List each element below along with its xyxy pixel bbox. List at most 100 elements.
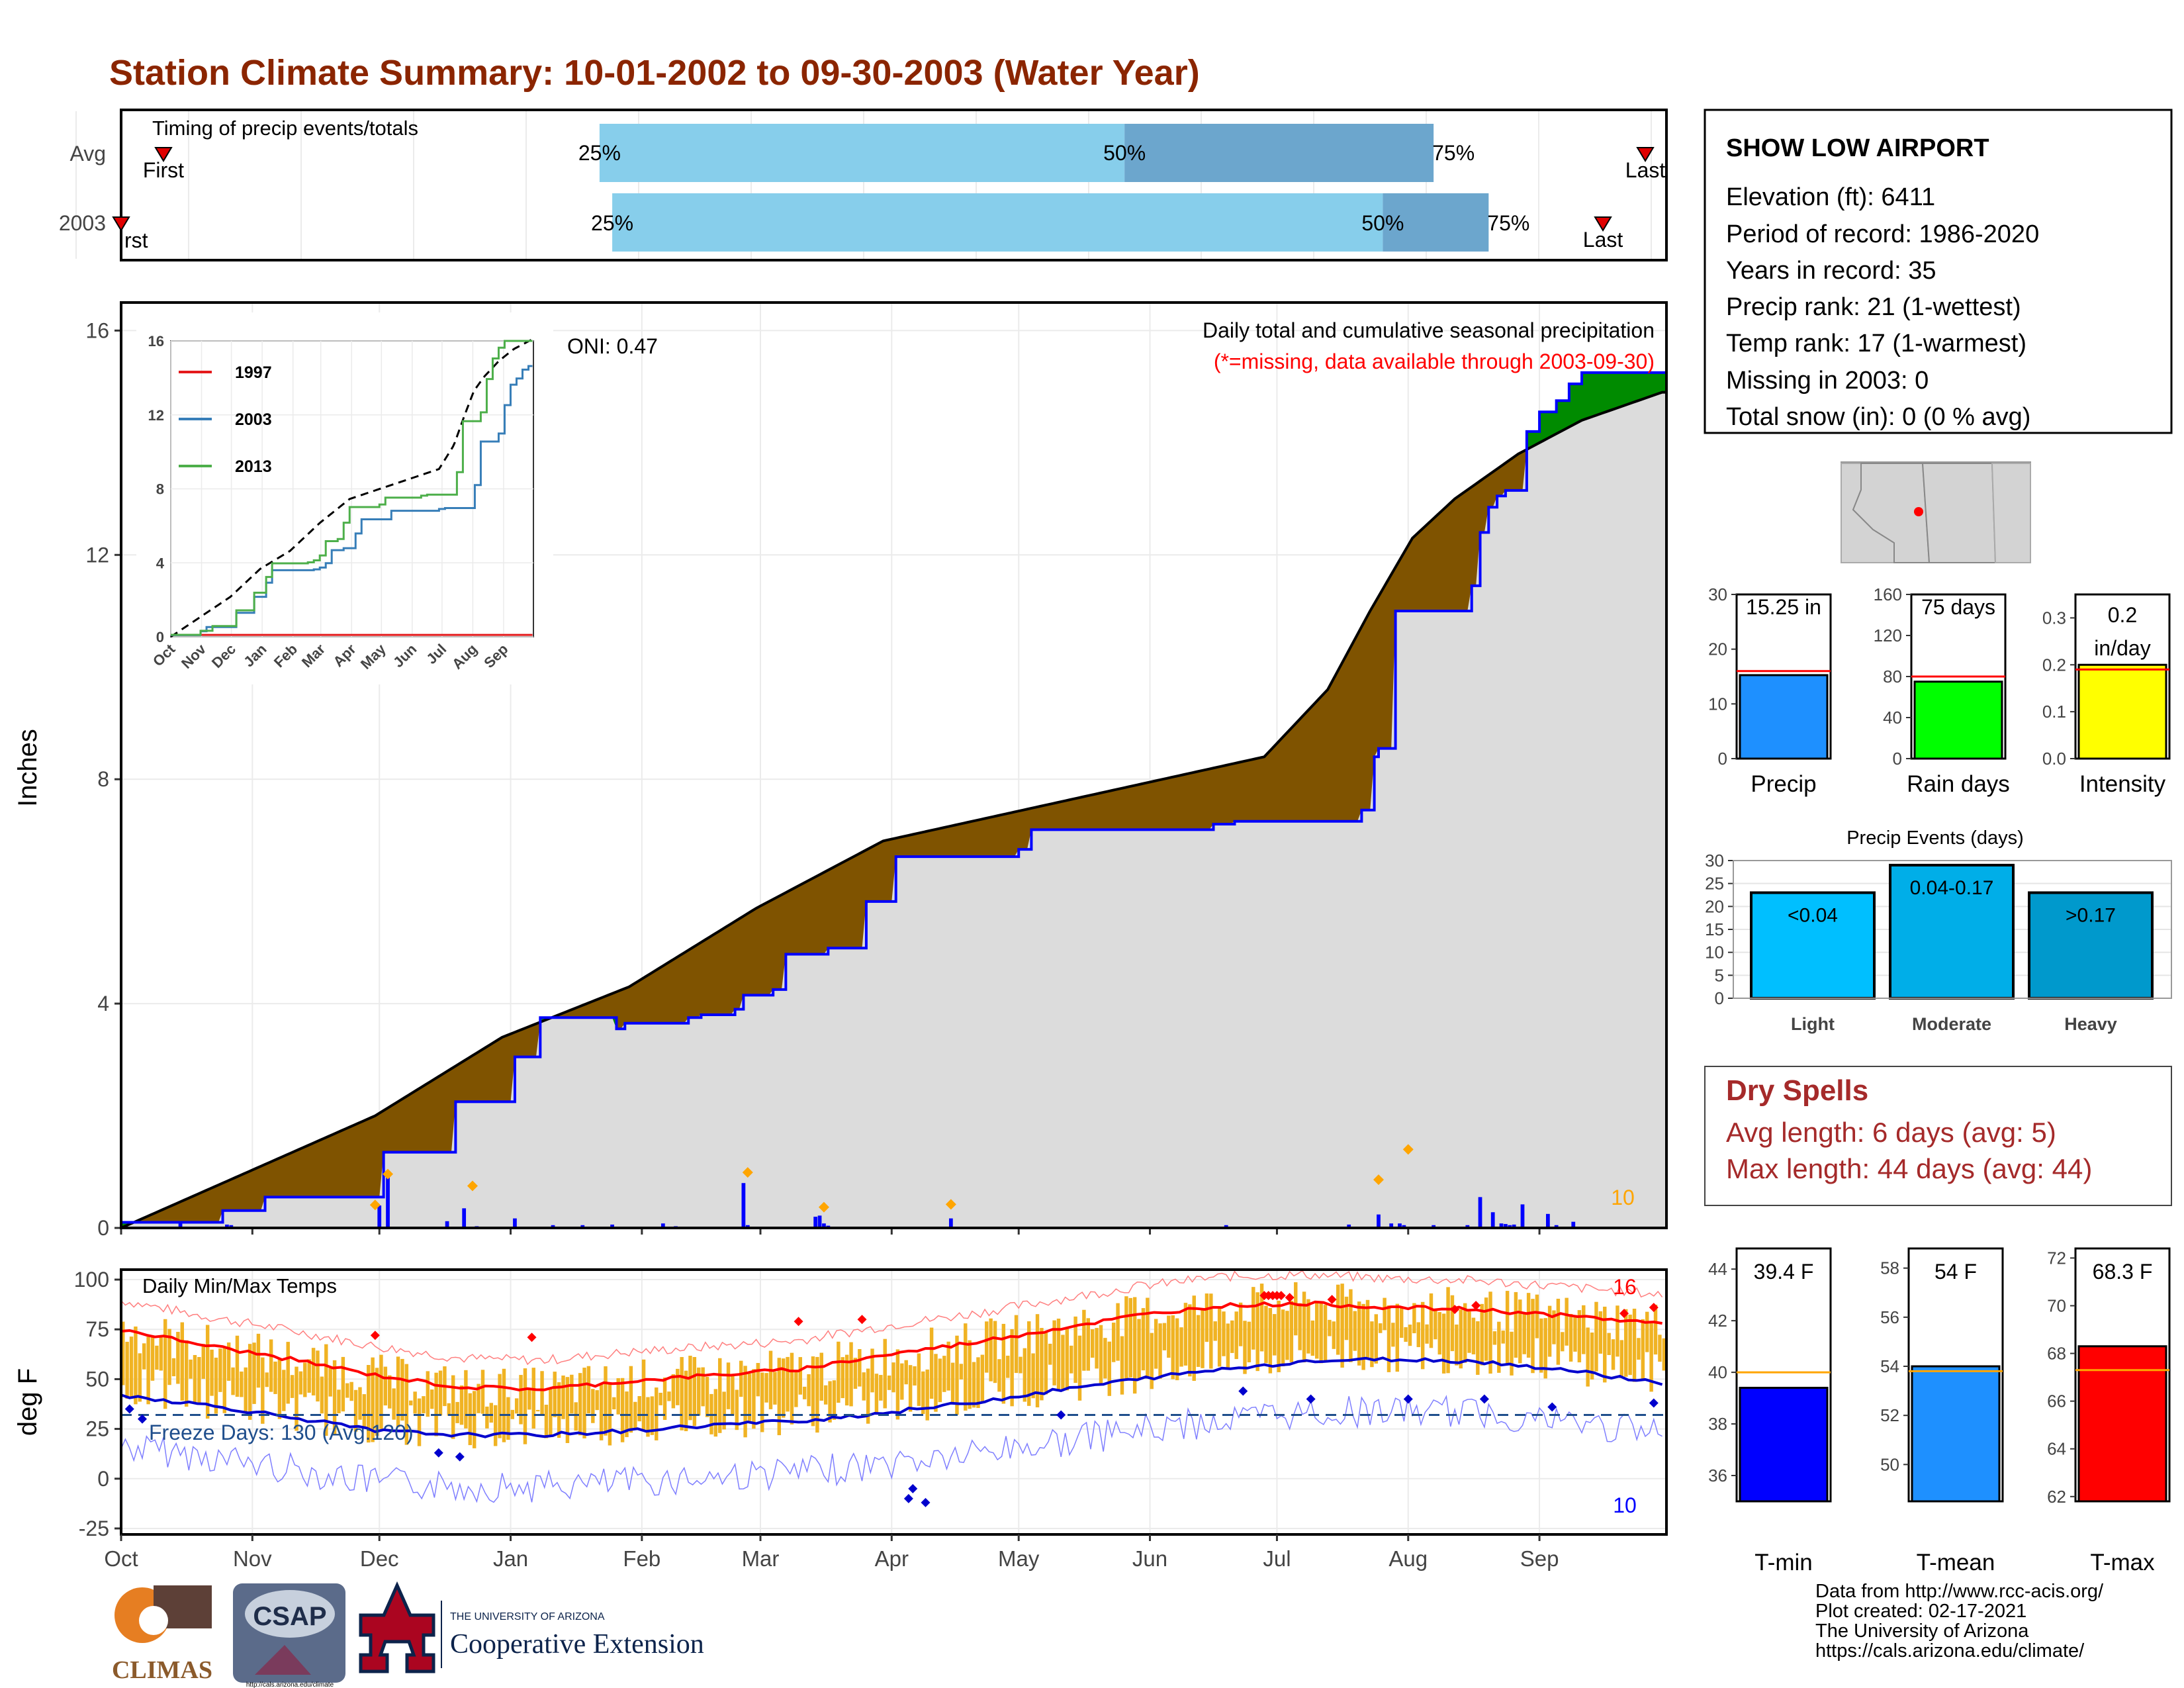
daily-temp-bar [629,1366,633,1433]
daily-temp-bar [1433,1309,1437,1340]
daily-temp-bar [1056,1319,1061,1391]
inset-y-tick-label: 8 [156,481,164,498]
daily-temp-bar [125,1341,129,1399]
daily-temp-bar [464,1370,468,1429]
first-event-label: rst [124,228,148,252]
temp-y-tick-label: 75 [85,1317,109,1341]
daily-temp-bar [752,1369,756,1429]
daily-temp-bar [345,1383,349,1398]
daily-temp-bar [837,1341,841,1403]
daily-temp-bar [1086,1318,1091,1371]
quartile-label-50: 50% [1361,211,1404,235]
daily-temp-bar [1357,1301,1361,1366]
quartile-label-25: 25% [591,211,633,235]
record-low-marker [903,1493,913,1503]
daily-temp-bar [472,1391,477,1448]
daily-temp-bar [1150,1333,1154,1389]
daily-temp-bar [1637,1338,1641,1360]
daily-temp-bar [866,1368,870,1424]
daily-temp-bar [320,1376,324,1414]
timing-marks: 25% 50% 75% First Last 25% 50% 75% Last rst [112,124,1665,252]
summary-bar-value: 15.25 in [1746,595,1821,619]
daily-temp-bar [210,1349,214,1396]
daily-temp-bar [616,1378,620,1415]
daily-temp-bar [908,1365,913,1412]
record-low-marker [1056,1410,1066,1420]
daily-temp-bar [1598,1311,1603,1354]
daily-temp-bar [498,1374,502,1438]
daily-temp-bar [434,1372,438,1436]
daily-temp-bar [468,1393,473,1446]
daily-temp-bar [1222,1311,1226,1356]
daily-temp-bar [455,1401,459,1423]
daily-temp-bar [506,1397,510,1440]
csap-logo[interactable]: CSAP http://cals.arizona.edu/climate [233,1583,345,1688]
daily-precip-bar [1432,1225,1436,1228]
daily-temp-bar [218,1348,222,1392]
university-logo[interactable]: THE UNIVERSITY OF ARIZONA Cooperative Ex… [359,1581,704,1673]
daily-temp-bar [891,1362,895,1393]
daily-temp-bar [1010,1329,1014,1407]
daily-temp-bar [544,1405,549,1438]
daily-temp-bar [1128,1297,1132,1378]
daily-temp-bar [1607,1333,1611,1356]
daily-temp-bar [1095,1328,1099,1369]
daily-temp-bar [1361,1303,1365,1370]
daily-temp-bar [1353,1311,1357,1351]
climas-logo[interactable]: CLIMAS [112,1585,212,1684]
summary-bar-value: 0.2 [2108,603,2137,627]
daily-temp-bar [1653,1304,1658,1355]
daily-temp-bar [535,1409,540,1412]
daily-temp-bar [1649,1323,1653,1392]
daily-temp-bar [1565,1297,1569,1346]
daily-temp-bar [1628,1314,1632,1376]
temp-bar-tick-label: 54 [1880,1356,1899,1376]
daily-temp-bar [1492,1331,1497,1345]
station-line: Elevation (ft): 6411 [1726,183,1935,211]
daily-temp-bar [349,1382,353,1401]
temp-bar-label: T-mean [1917,1550,1995,1575]
daily-temp-bar [823,1385,828,1405]
daily-precip-bar [1347,1224,1351,1228]
daily-temp-bar [1196,1315,1201,1367]
record-precip-marker [1373,1174,1384,1186]
daily-temp-bar [1383,1297,1387,1331]
daily-temp-bar [1378,1323,1383,1333]
daily-temp-bar [121,1321,125,1385]
daily-temp-bar [332,1360,337,1435]
station-frame [1704,109,2173,434]
daily-temp-bar [447,1403,451,1416]
record-precip-marker [467,1180,478,1192]
inset-y-tick-label: 12 [148,407,164,424]
daily-temp-bar [142,1343,146,1370]
last-event-label: Last [1583,228,1623,252]
daily-temp-bar [1611,1339,1615,1370]
daily-temp-bar [887,1375,891,1390]
daily-temp-bar [1179,1327,1183,1367]
temp-content: -25 0 25 50 75 100 [74,1268,1666,1540]
daily-precip-bar [551,1225,555,1228]
daily-temp-bar [895,1349,900,1420]
daily-precip-bar [822,1223,826,1228]
daily-temp-bar [1073,1316,1077,1383]
daily-temp-bar [396,1356,400,1427]
daily-temp-bar [1624,1309,1628,1377]
precip-subtitle: (*=missing, data available through 2003-… [1214,350,1655,373]
daily-temp-bar [422,1396,426,1414]
station-name: SHOW LOW AIRPORT [1726,134,1989,162]
summary-bar-tick-label: 10 [1708,694,1727,714]
daily-temp-bar [1344,1296,1349,1340]
daily-temp-bar [1120,1336,1124,1395]
daily-temp-bar [180,1322,184,1401]
temp-bar-tick-label: 72 [2047,1248,2066,1268]
daily-temp-bar [150,1336,155,1381]
daily-temp-bar [1006,1355,1010,1378]
precip-y-tick-label: 4 [97,992,109,1015]
daily-temp-bar [303,1362,307,1397]
daily-temp-bar [1019,1356,1023,1374]
daily-temp-bar [493,1405,498,1446]
temp-title: Daily Min/Max Temps [142,1274,337,1297]
temp-bar-tick-label: 66 [2047,1391,2066,1411]
csap-mountain-icon [255,1645,311,1675]
daily-temp-bar [1090,1329,1095,1358]
